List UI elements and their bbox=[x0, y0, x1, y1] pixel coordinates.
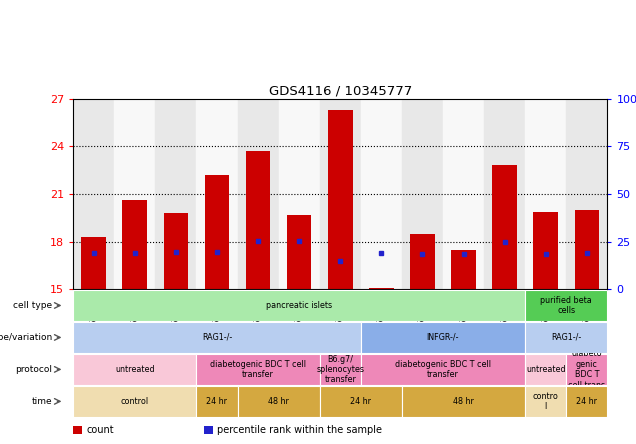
Text: pancreatic islets: pancreatic islets bbox=[266, 301, 332, 310]
Text: untreated: untreated bbox=[526, 365, 565, 374]
Bar bbox=[525, 290, 607, 321]
Text: RAG1-/-: RAG1-/- bbox=[202, 333, 232, 342]
Bar bbox=[492, 165, 517, 289]
Bar bbox=[451, 250, 476, 289]
Bar bbox=[369, 288, 394, 289]
Bar bbox=[73, 290, 525, 321]
Text: genotype/variation: genotype/variation bbox=[0, 333, 52, 342]
Bar bbox=[566, 99, 607, 289]
Text: 48 hr: 48 hr bbox=[453, 397, 474, 406]
Bar bbox=[361, 354, 525, 385]
Text: diabetogenic BDC T cell
transfer: diabetogenic BDC T cell transfer bbox=[210, 360, 306, 379]
Text: diabeto
genic
BDC T
cell trans: diabeto genic BDC T cell trans bbox=[569, 349, 605, 389]
Bar bbox=[245, 151, 270, 289]
Text: untreated: untreated bbox=[115, 365, 155, 374]
Bar bbox=[205, 175, 230, 289]
Text: contro
l: contro l bbox=[533, 392, 558, 411]
Text: purified beta
cells: purified beta cells bbox=[541, 296, 592, 315]
Bar bbox=[279, 99, 320, 289]
Bar bbox=[525, 99, 566, 289]
Bar bbox=[525, 354, 566, 385]
Bar bbox=[361, 99, 402, 289]
Bar bbox=[73, 386, 197, 417]
Text: protocol: protocol bbox=[15, 365, 52, 374]
Bar bbox=[73, 99, 114, 289]
Bar bbox=[197, 386, 237, 417]
Bar bbox=[443, 99, 484, 289]
Bar bbox=[204, 426, 214, 434]
Text: count: count bbox=[86, 424, 114, 435]
Bar bbox=[402, 99, 443, 289]
Text: 24 hr: 24 hr bbox=[207, 397, 228, 406]
Bar bbox=[484, 99, 525, 289]
Bar bbox=[328, 110, 352, 289]
Text: 24 hr: 24 hr bbox=[576, 397, 597, 406]
Bar bbox=[402, 386, 525, 417]
Bar bbox=[114, 99, 155, 289]
Bar bbox=[287, 215, 312, 289]
Text: diabetogenic BDC T cell
transfer: diabetogenic BDC T cell transfer bbox=[395, 360, 491, 379]
Bar bbox=[410, 234, 435, 289]
Text: 48 hr: 48 hr bbox=[268, 397, 289, 406]
Bar bbox=[237, 386, 320, 417]
Text: B6.g7/
splenocytes
transfer: B6.g7/ splenocytes transfer bbox=[316, 354, 364, 385]
Bar bbox=[320, 354, 361, 385]
Bar bbox=[566, 386, 607, 417]
Text: 24 hr: 24 hr bbox=[350, 397, 371, 406]
Bar bbox=[73, 426, 83, 434]
Title: GDS4116 / 10345777: GDS4116 / 10345777 bbox=[268, 84, 412, 97]
Text: control: control bbox=[121, 397, 149, 406]
Bar bbox=[320, 99, 361, 289]
Bar bbox=[163, 213, 188, 289]
Bar bbox=[123, 200, 147, 289]
Bar bbox=[73, 354, 197, 385]
Text: cell type: cell type bbox=[13, 301, 52, 310]
Bar bbox=[525, 386, 566, 417]
Bar bbox=[197, 354, 320, 385]
Bar bbox=[534, 211, 558, 289]
Bar bbox=[574, 210, 599, 289]
Bar bbox=[525, 322, 607, 353]
Bar bbox=[197, 99, 237, 289]
Text: INFGR-/-: INFGR-/- bbox=[427, 333, 459, 342]
Bar bbox=[361, 322, 525, 353]
Text: percentile rank within the sample: percentile rank within the sample bbox=[217, 424, 382, 435]
Text: time: time bbox=[32, 397, 52, 406]
Bar bbox=[566, 354, 607, 385]
Bar bbox=[73, 322, 361, 353]
Bar bbox=[81, 237, 106, 289]
Bar bbox=[155, 99, 197, 289]
Bar bbox=[320, 386, 402, 417]
Bar bbox=[237, 99, 279, 289]
Text: RAG1-/-: RAG1-/- bbox=[551, 333, 581, 342]
